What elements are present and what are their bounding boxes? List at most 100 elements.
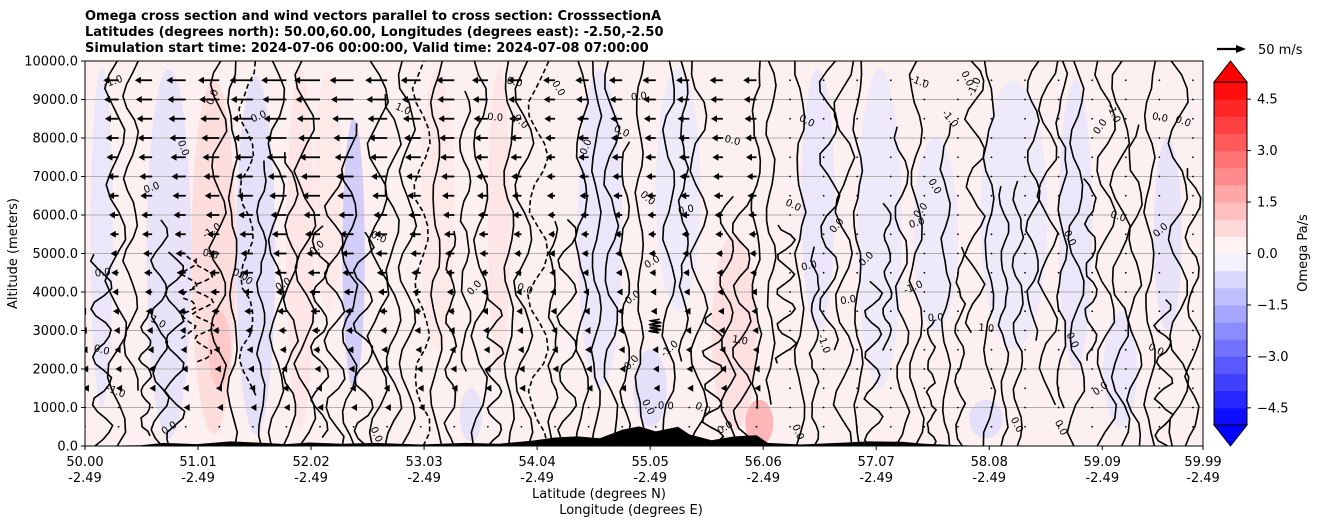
wind-vector-587 <box>1091 98 1094 101</box>
wind-vector-head-273 <box>550 307 557 315</box>
wind-vector-head-28 <box>111 269 118 277</box>
x-tick-label-lon-6: -2.49 <box>746 471 780 486</box>
wind-vector-head-107 <box>238 211 245 219</box>
contour-line-10 <box>238 61 257 396</box>
x-tick-label-lon-2: -2.49 <box>294 471 328 486</box>
wind-vector-head-131 <box>263 115 270 123</box>
wind-vector-502 <box>957 271 959 274</box>
contour-label-47: 1.0 <box>978 323 995 335</box>
contour-line-2 <box>122 61 140 391</box>
wind-vector-444 <box>856 291 859 293</box>
wind-vector-head-161 <box>342 269 349 277</box>
wind-vector-516 <box>990 368 993 370</box>
contour-label-61: 0.0 <box>677 203 695 217</box>
wind-vector-head-375 <box>713 173 720 180</box>
wind-vector-517 <box>990 348 993 351</box>
omega-region-4 <box>286 68 315 427</box>
x-tick-label-lat-4: 54.04 <box>519 455 556 470</box>
wind-vector-head-316 <box>613 211 620 219</box>
wind-vectors <box>85 76 1194 428</box>
contour-line-67 <box>1066 61 1086 446</box>
wind-vector-412 <box>789 175 791 178</box>
wind-vector-head-25 <box>113 327 120 334</box>
wind-vector-head-216 <box>447 307 454 315</box>
wind-vector-head-235 <box>482 307 489 315</box>
wind-vector-head-140 <box>310 307 317 315</box>
wind-vector-head-53 <box>138 153 145 161</box>
wind-vector-403 <box>789 348 791 351</box>
wind-vector-head-207 <box>402 115 409 123</box>
wind-vector-head-380 <box>709 76 716 84</box>
wind-vector-head-181 <box>375 250 382 257</box>
wind-vector-381 <box>755 406 758 409</box>
wind-vector-537 <box>1024 329 1026 332</box>
wind-vector-head-361 <box>676 76 683 84</box>
wind-vector-636 <box>1192 252 1194 255</box>
wind-vector-422 <box>822 348 825 351</box>
wind-vector-539 <box>1024 291 1026 293</box>
wind-vector-490 <box>923 137 926 139</box>
wind-vector-head-236 <box>481 288 488 296</box>
wind-vector-head-51 <box>140 192 147 200</box>
wind-vector-head-212 <box>451 384 458 392</box>
wind-vector-head-292 <box>583 307 590 315</box>
wind-vector-614 <box>1158 310 1161 313</box>
wind-vector-head-264 <box>508 115 515 123</box>
wind-vector-head-86 <box>208 250 215 257</box>
wind-vector-head-354 <box>680 211 687 219</box>
colorbar-level-7 <box>1214 287 1247 306</box>
contour-label-34: 0.0 <box>93 343 111 358</box>
wind-vector-414 <box>789 137 791 139</box>
wind-vector-head-221 <box>442 211 449 219</box>
wind-vector-head-295 <box>581 250 588 257</box>
x-tick-label-lon-10: -2.49 <box>1186 471 1220 486</box>
wind-vector-head-146 <box>302 192 309 200</box>
wind-vector-528 <box>990 137 993 139</box>
wind-vector-head-67 <box>175 250 182 257</box>
wind-vector-534 <box>1024 387 1026 390</box>
terrain <box>85 426 1203 446</box>
colorbar-level-10 <box>1214 236 1247 254</box>
wind-vector-609 <box>1158 406 1161 409</box>
wind-vector-head-314 <box>615 250 622 257</box>
wind-vector-head-386 <box>752 327 759 334</box>
wind-vector-head-45 <box>145 307 152 315</box>
wind-vector-440 <box>856 368 859 370</box>
contour-line-15 <box>309 225 330 438</box>
wind-vector-head-91 <box>202 153 209 161</box>
wind-vector-323 <box>654 425 657 428</box>
wind-vector-576 <box>1091 310 1094 313</box>
wind-vector-head-283 <box>544 115 551 123</box>
wind-vector-420 <box>822 387 825 390</box>
wind-vector-head-320 <box>610 134 617 142</box>
wind-vector-604 <box>1124 137 1127 139</box>
contour-line-27 <box>484 293 505 446</box>
contour-line-56 <box>908 61 925 446</box>
wind-vector-head-49 <box>142 230 149 238</box>
contour-line-13 <box>281 152 300 446</box>
wind-vector-head-154 <box>351 404 358 411</box>
wind-vector-head-152 <box>294 76 301 84</box>
wind-vector-623 <box>1158 137 1161 139</box>
wind-vector-453 <box>856 117 859 120</box>
wind-vector-head-60 <box>182 384 189 392</box>
wind-vector-519 <box>990 310 993 313</box>
wind-vector-526 <box>990 175 993 178</box>
wind-vector-head-168 <box>333 134 340 142</box>
contour-line-44 <box>731 196 753 446</box>
x-tick-label-lon-7: -2.49 <box>859 471 893 486</box>
wind-vector-head-194 <box>416 365 423 373</box>
wind-vector-553 <box>1057 387 1060 390</box>
omega-region-13 <box>913 138 958 331</box>
wind-vector-435 <box>822 98 825 101</box>
wind-vector-head-97 <box>250 404 257 411</box>
wind-vector-498 <box>957 348 959 351</box>
contour-line-65 <box>1036 61 1059 406</box>
contour-line-49 <box>808 246 820 446</box>
x-axis-label-latitude: Latitude (degrees N) <box>532 487 666 502</box>
wind-vector-head-225 <box>439 134 446 142</box>
contour-line-42 <box>701 312 725 446</box>
omega-region-10 <box>711 234 757 431</box>
wind-vector-head-150 <box>296 115 303 123</box>
wind-vector-575 <box>1091 329 1094 332</box>
